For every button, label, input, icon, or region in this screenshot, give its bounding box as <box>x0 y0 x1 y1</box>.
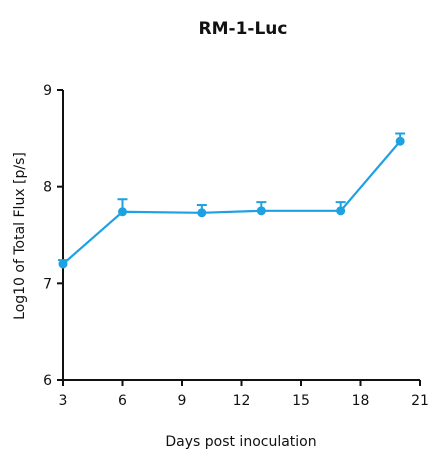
x-tick-label: 3 <box>59 393 68 409</box>
x-tick-label: 21 <box>411 393 429 409</box>
x-axis-label: Days post inoculation <box>165 434 316 450</box>
y-tick-label: 6 <box>43 373 52 389</box>
data-point <box>197 208 207 218</box>
data-series <box>58 132 406 269</box>
data-point <box>395 136 405 146</box>
data-point <box>256 206 266 216</box>
chart-title: RM-1-Luc <box>199 19 288 39</box>
x-tick-label: 6 <box>118 393 127 409</box>
x-tick-label: 18 <box>352 393 370 409</box>
series-layer <box>58 132 406 269</box>
y-axis-label: Log10 of Total Flux [p/s] <box>12 152 28 320</box>
y-tick-label: 7 <box>43 276 52 292</box>
series-line <box>62 140 402 265</box>
data-point <box>118 207 127 217</box>
x-tick-label: 15 <box>292 393 310 409</box>
data-point <box>58 259 68 269</box>
y-tick-label: 9 <box>43 83 52 99</box>
y-tick-label: 8 <box>43 180 52 196</box>
x-tick-label: 9 <box>178 393 187 409</box>
x-tick-label: 12 <box>233 393 251 409</box>
data-point <box>336 206 346 216</box>
